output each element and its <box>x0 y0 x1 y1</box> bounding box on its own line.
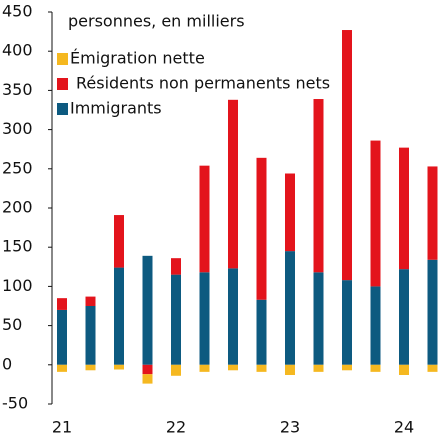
bar-segment <box>228 99 238 269</box>
bar-segment <box>114 364 124 370</box>
bar-segment <box>370 286 381 365</box>
bar-segment <box>199 364 210 372</box>
bar-segment <box>313 99 324 273</box>
legend-label: Immigrants <box>70 99 162 118</box>
y-tick-label: 250 <box>2 158 33 177</box>
bar-segment <box>256 364 267 372</box>
x-tick-label: 22 <box>166 418 186 437</box>
bar-segment <box>57 309 67 365</box>
bar-segment <box>399 147 409 270</box>
y-tick-label: 400 <box>2 41 33 60</box>
bar-segment <box>427 364 438 372</box>
bar-segment <box>399 364 409 375</box>
bar-segment <box>85 306 96 365</box>
bar-segment <box>285 364 295 375</box>
y-tick-label: 50 <box>2 315 22 334</box>
x-tick-label: 23 <box>280 418 300 437</box>
bar-segment <box>370 140 381 287</box>
bar-segment <box>199 272 210 365</box>
y-tick-label: 300 <box>2 119 33 138</box>
bar-segment <box>85 296 96 306</box>
bar-segment <box>228 268 238 365</box>
legend-swatch <box>57 103 68 115</box>
legend-swatch <box>57 78 68 90</box>
bar-segment <box>427 259 438 365</box>
legend-swatch <box>57 53 68 65</box>
bar-segment <box>313 272 324 365</box>
legend-label: Émigration nette <box>70 49 205 68</box>
y-tick-label: -50 <box>2 394 28 413</box>
y-tick-label: 450 <box>2 2 33 21</box>
bar-segment <box>171 274 181 365</box>
bar-segment <box>285 173 295 252</box>
bar-segment <box>256 299 267 365</box>
legend-label: Résidents non permanents nets <box>76 74 330 93</box>
x-tick-label: 24 <box>394 418 414 437</box>
bar-segment <box>399 269 409 365</box>
bar-segment <box>370 364 381 372</box>
y-tick-label: 0 <box>2 354 12 373</box>
bar-segment <box>114 215 124 268</box>
y-tick-label: 100 <box>2 276 33 295</box>
bar-segment <box>228 364 238 371</box>
bar-segment <box>199 165 210 273</box>
bar-segment <box>142 255 153 365</box>
y-tick-label: 150 <box>2 237 33 256</box>
bar-segment <box>171 258 181 275</box>
bar-segment <box>171 364 181 376</box>
bar-segment <box>342 30 352 281</box>
y-tick-label: 350 <box>2 80 33 99</box>
bar-segment <box>256 157 267 300</box>
bar-segment <box>427 166 438 260</box>
bar-segment <box>57 364 67 372</box>
bar-segment <box>114 267 124 365</box>
x-tick-label: 21 <box>52 418 72 437</box>
chart-subtitle: personnes, en milliers <box>68 12 245 31</box>
bar-segment <box>342 364 352 371</box>
bar-segment <box>342 280 352 365</box>
bar-segment <box>142 374 153 384</box>
bar-segment <box>85 364 96 371</box>
bar-segment <box>142 364 153 375</box>
bar-segment <box>313 364 324 372</box>
bar-segment <box>57 298 67 310</box>
bar-segment <box>285 251 295 365</box>
y-tick-label: 200 <box>2 198 33 217</box>
